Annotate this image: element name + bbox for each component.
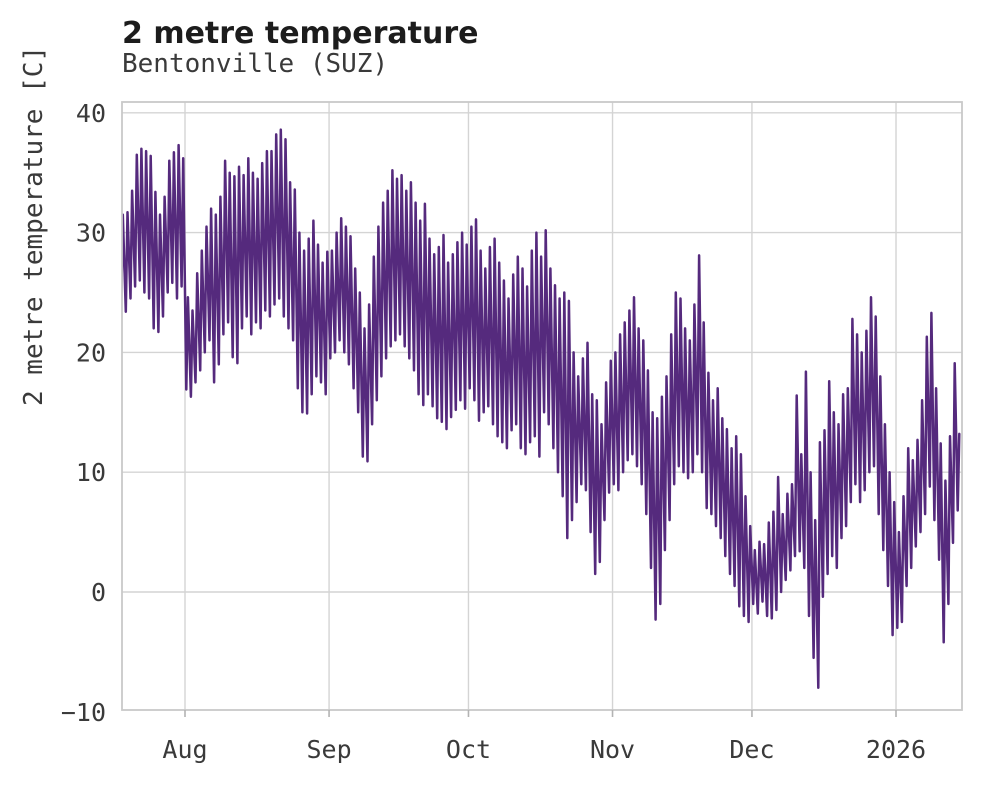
y-tick-label: 30 <box>76 219 106 248</box>
x-tick-label: Sep <box>306 735 351 764</box>
plot-border <box>121 101 963 711</box>
x-tick-label: Aug <box>162 735 207 764</box>
y-tick-label: 0 <box>91 578 106 607</box>
y-tick-label: −10 <box>61 698 106 727</box>
y-tick-label: 10 <box>76 458 106 487</box>
y-tick-label: 40 <box>76 99 106 128</box>
y-tick-label: 20 <box>76 338 106 367</box>
x-tick-label: 2026 <box>866 735 926 764</box>
x-tick-label: Dec <box>729 735 774 764</box>
y-axis-label-area: 2 metre temperature [C] <box>10 46 58 710</box>
x-tick-label: Oct <box>446 735 491 764</box>
chart-subtitle: Bentonville (SUZ) <box>122 49 389 79</box>
y-axis: −10 0 10 20 30 40 <box>61 99 106 727</box>
temperature-series <box>122 128 961 690</box>
chart-title: 2 metre temperature <box>122 16 479 51</box>
y-axis-label: 2 metre temperature [C] <box>19 45 49 406</box>
x-axis: Aug Sep Oct Nov Dec 2026 <box>162 710 926 764</box>
x-tick-label: Nov <box>590 735 635 764</box>
